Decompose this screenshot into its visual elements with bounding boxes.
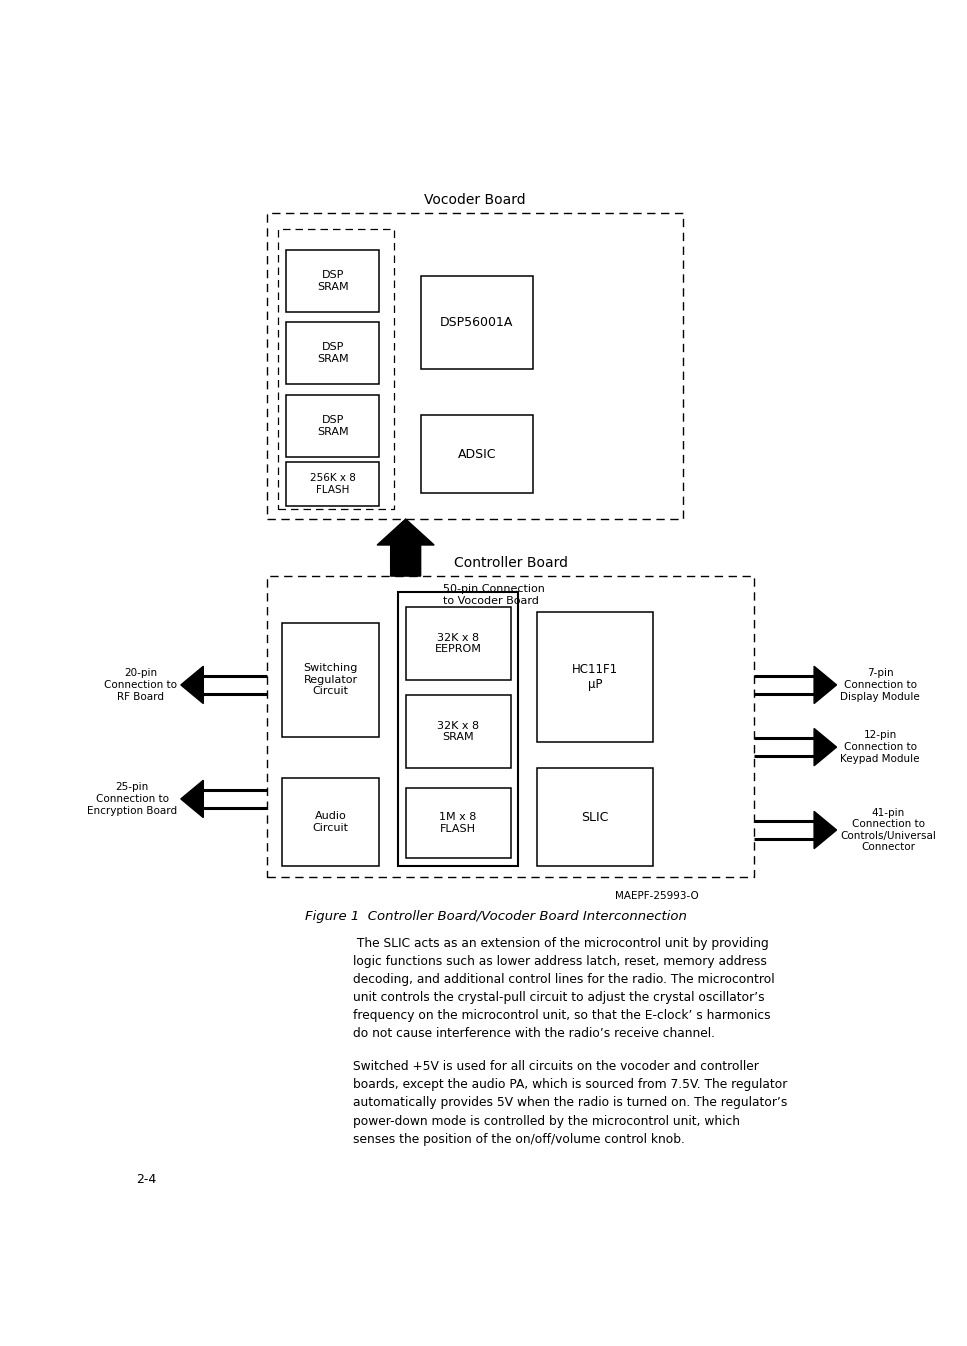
Bar bbox=[286, 322, 379, 385]
Text: HC11F1
µP: HC11F1 µP bbox=[571, 664, 618, 690]
Text: frequency on the microcontrol unit, so that the E-clock’ s harmonics: frequency on the microcontrol unit, so t… bbox=[353, 1010, 771, 1023]
Polygon shape bbox=[181, 666, 203, 704]
Text: 25-pin
Connection to
Encryption Board: 25-pin Connection to Encryption Board bbox=[87, 782, 177, 816]
Bar bbox=[286, 394, 379, 456]
Text: logic functions such as lower address latch, reset, memory address: logic functions such as lower address la… bbox=[353, 954, 767, 968]
Text: senses the position of the on/off/volume control knob.: senses the position of the on/off/volume… bbox=[353, 1132, 685, 1145]
Text: Controller Board: Controller Board bbox=[454, 556, 568, 569]
Polygon shape bbox=[377, 520, 434, 576]
Text: 256K x 8
FLASH: 256K x 8 FLASH bbox=[309, 472, 356, 494]
Text: 12-pin
Connection to
Keypad Module: 12-pin Connection to Keypad Module bbox=[840, 731, 920, 763]
Bar bbox=[406, 787, 511, 857]
Text: MAEPF-25993-O: MAEPF-25993-O bbox=[616, 891, 699, 902]
Text: decoding, and additional control lines for the radio. The microcontrol: decoding, and additional control lines f… bbox=[353, 973, 775, 987]
Text: Vocoder Board: Vocoder Board bbox=[425, 192, 526, 207]
Text: Figure 1  Controller Board/Vocoder Board Interconnection: Figure 1 Controller Board/Vocoder Board … bbox=[305, 910, 687, 923]
Bar bbox=[406, 607, 511, 680]
Polygon shape bbox=[181, 781, 203, 817]
Text: DSP56001A: DSP56001A bbox=[440, 316, 513, 328]
Bar bbox=[267, 213, 683, 520]
Text: 41-pin
Connection to
Controls/Universal
Connector: 41-pin Connection to Controls/Universal … bbox=[840, 808, 936, 852]
Text: SLIC: SLIC bbox=[581, 810, 608, 824]
Text: 2-4: 2-4 bbox=[135, 1172, 156, 1186]
Bar bbox=[537, 612, 653, 742]
Polygon shape bbox=[814, 666, 836, 704]
Text: Audio
Circuit: Audio Circuit bbox=[312, 812, 349, 833]
Text: 20-pin
Connection to
RF Board: 20-pin Connection to RF Board bbox=[104, 669, 177, 701]
Text: DSP
SRAM: DSP SRAM bbox=[317, 271, 348, 292]
Text: do not cause interference with the radio’s receive channel.: do not cause interference with the radio… bbox=[353, 1027, 716, 1040]
Text: Switching
Regulator
Circuit: Switching Regulator Circuit bbox=[304, 664, 358, 696]
Text: DSP
SRAM: DSP SRAM bbox=[317, 415, 348, 436]
Text: 1M x 8
FLASH: 1M x 8 FLASH bbox=[439, 812, 477, 833]
Text: unit controls the crystal-pull circuit to adjust the crystal oscillator’s: unit controls the crystal-pull circuit t… bbox=[353, 991, 765, 1004]
Text: 32K x 8
EEPROM: 32K x 8 EEPROM bbox=[435, 633, 482, 654]
Bar bbox=[282, 623, 379, 736]
Text: 32K x 8
SRAM: 32K x 8 SRAM bbox=[437, 720, 480, 743]
Text: DSP
SRAM: DSP SRAM bbox=[317, 342, 348, 363]
Bar bbox=[282, 778, 379, 867]
Bar bbox=[286, 249, 379, 312]
Text: ADSIC: ADSIC bbox=[457, 448, 496, 460]
Text: Switched +5V is used for all circuits on the vocoder and controller: Switched +5V is used for all circuits on… bbox=[353, 1061, 759, 1073]
Bar bbox=[286, 462, 379, 506]
Text: 7-pin
Connection to
Display Module: 7-pin Connection to Display Module bbox=[840, 669, 920, 701]
Bar bbox=[537, 767, 653, 867]
Bar bbox=[406, 696, 511, 767]
Bar bbox=[421, 276, 533, 369]
Text: boards, except the audio PA, which is sourced from 7.5V. The regulator: boards, except the audio PA, which is so… bbox=[353, 1078, 787, 1092]
Bar bbox=[398, 592, 518, 867]
Text: power-down mode is controlled by the microcontrol unit, which: power-down mode is controlled by the mic… bbox=[353, 1114, 740, 1128]
Text: The SLIC acts as an extension of the microcontrol unit by providing: The SLIC acts as an extension of the mic… bbox=[353, 937, 769, 950]
Text: automatically provides 5V when the radio is turned on. The regulator’s: automatically provides 5V when the radio… bbox=[353, 1097, 787, 1109]
Bar bbox=[278, 229, 395, 509]
Bar bbox=[421, 416, 533, 493]
Polygon shape bbox=[814, 812, 836, 849]
Bar bbox=[267, 576, 754, 876]
Polygon shape bbox=[814, 728, 836, 766]
Text: 50-pin Connection
to Vocoder Board: 50-pin Connection to Vocoder Board bbox=[443, 584, 545, 606]
